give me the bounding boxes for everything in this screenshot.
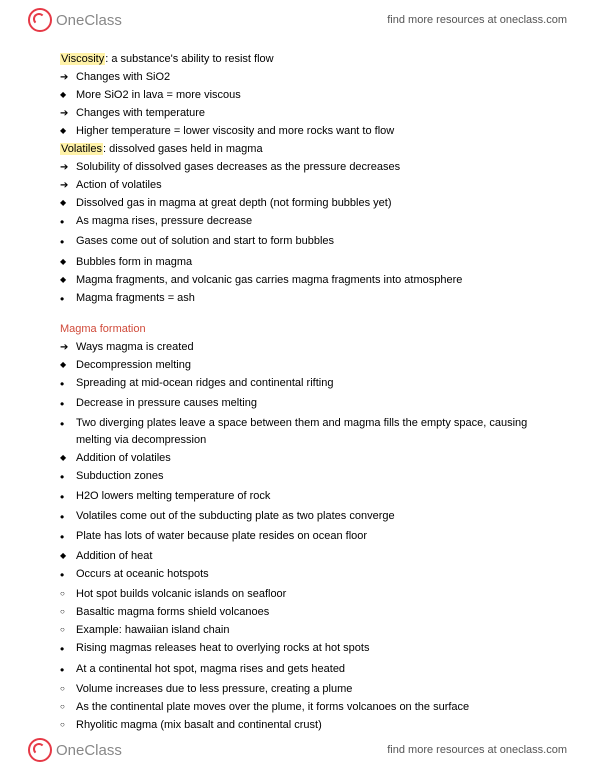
list-item: Action of volatiles <box>60 177 535 194</box>
list-item: Decompression melting <box>60 357 535 374</box>
logo-text: OneClass <box>56 742 122 759</box>
footer-link[interactable]: find more resources at oneclass.com <box>387 744 567 756</box>
list-item: Plate has lots of water because plate re… <box>60 528 535 547</box>
disc-icon <box>60 508 76 527</box>
list-item: Volume increases due to less pressure, c… <box>60 681 535 698</box>
circle-icon <box>60 586 76 603</box>
list-item: Magma fragments, and volcanic gas carrie… <box>60 272 535 289</box>
arrow-icon <box>60 69 76 86</box>
arrow-icon <box>60 159 76 176</box>
disc-icon <box>60 415 76 434</box>
list-item: Occurs at oceanic hotspots <box>60 566 535 585</box>
diamond-icon <box>60 195 76 212</box>
highlight-viscosity: Viscosity <box>60 53 105 65</box>
header-link[interactable]: find more resources at oneclass.com <box>387 14 567 26</box>
list-item: Gases come out of solution and start to … <box>60 233 535 252</box>
document-body: Viscosity: a substance's ability to resi… <box>0 40 595 745</box>
list-item: Rising magmas releases heat to overlying… <box>60 640 535 659</box>
logo: OneClass <box>28 8 122 32</box>
arrow-icon <box>60 339 76 356</box>
list-item: As magma rises, pressure decrease <box>60 213 535 232</box>
heading-magma: Magma formation <box>60 321 535 338</box>
circle-icon <box>60 699 76 716</box>
logo-text: OneClass <box>56 12 122 29</box>
list-item: Basaltic magma forms shield volcanoes <box>60 604 535 621</box>
circle-icon <box>60 622 76 639</box>
list-item: Example: hawaiian island chain <box>60 622 535 639</box>
logo-icon <box>28 738 52 762</box>
diamond-icon <box>60 357 76 374</box>
list-item: Magma fragments = ash <box>60 290 535 309</box>
list-item: Spreading at mid-ocean ridges and contin… <box>60 375 535 394</box>
disc-icon <box>60 661 76 680</box>
diamond-icon <box>60 548 76 565</box>
list-item: Bubbles form in magma <box>60 254 535 271</box>
term-volatiles: Volatiles: dissolved gases held in magma <box>60 141 535 158</box>
disc-icon <box>60 468 76 487</box>
circle-icon <box>60 604 76 621</box>
list-item: Subduction zones <box>60 468 535 487</box>
list-item: Changes with SiO2 <box>60 69 535 86</box>
arrow-icon <box>60 177 76 194</box>
diamond-icon <box>60 272 76 289</box>
diamond-icon <box>60 87 76 104</box>
page-footer: OneClass find more resources at oneclass… <box>0 730 595 770</box>
list-item: More SiO2 in lava = more viscous <box>60 87 535 104</box>
logo-icon <box>28 8 52 32</box>
logo: OneClass <box>28 738 122 762</box>
list-item: Ways magma is created <box>60 339 535 356</box>
list-item: Changes with temperature <box>60 105 535 122</box>
disc-icon <box>60 528 76 547</box>
list-item: Addition of heat <box>60 548 535 565</box>
disc-icon <box>60 375 76 394</box>
disc-icon <box>60 213 76 232</box>
disc-icon <box>60 566 76 585</box>
circle-icon <box>60 681 76 698</box>
list-item: Two diverging plates leave a space betwe… <box>60 415 535 449</box>
list-item: Addition of volatiles <box>60 450 535 467</box>
term-viscosity: Viscosity: a substance's ability to resi… <box>60 51 535 68</box>
diamond-icon <box>60 254 76 271</box>
disc-icon <box>60 233 76 252</box>
list-item: Dissolved gas in magma at great depth (n… <box>60 195 535 212</box>
list-item: At a continental hot spot, magma rises a… <box>60 661 535 680</box>
diamond-icon <box>60 450 76 467</box>
def-viscosity: : a substance's ability to resist flow <box>105 53 273 65</box>
list-item: Solubility of dissolved gases decreases … <box>60 159 535 176</box>
list-item: H2O lowers melting temperature of rock <box>60 488 535 507</box>
def-volatiles: : dissolved gases held in magma <box>103 143 263 155</box>
arrow-icon <box>60 105 76 122</box>
list-item: As the continental plate moves over the … <box>60 699 535 716</box>
disc-icon <box>60 395 76 414</box>
list-item: Decrease in pressure causes melting <box>60 395 535 414</box>
list-item: Hot spot builds volcanic islands on seaf… <box>60 586 535 603</box>
highlight-volatiles: Volatiles <box>60 143 103 155</box>
page-header: OneClass find more resources at oneclass… <box>0 0 595 40</box>
disc-icon <box>60 640 76 659</box>
disc-icon <box>60 488 76 507</box>
list-item: Volatiles come out of the subducting pla… <box>60 508 535 527</box>
disc-icon <box>60 290 76 309</box>
diamond-icon <box>60 123 76 140</box>
list-item: Higher temperature = lower viscosity and… <box>60 123 535 140</box>
